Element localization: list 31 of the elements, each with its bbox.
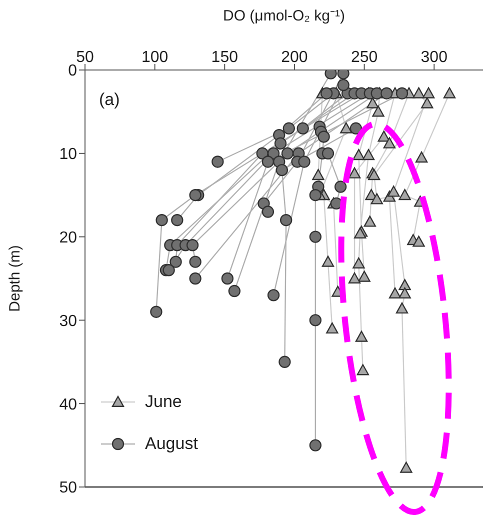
x-axis-title: DO (μmol-O₂ kg⁻¹) xyxy=(223,8,345,25)
y-tick-label: 30 xyxy=(59,312,78,330)
x-tick-label: 250 xyxy=(350,49,378,66)
point xyxy=(162,264,175,276)
legend-label: June xyxy=(145,392,182,412)
point xyxy=(150,306,162,318)
legend-label: August xyxy=(145,434,198,454)
point xyxy=(396,302,408,314)
point xyxy=(156,214,168,226)
x-tick-label: 150 xyxy=(211,49,238,66)
point xyxy=(186,239,199,252)
point xyxy=(189,272,202,285)
point xyxy=(221,272,234,285)
point xyxy=(400,462,412,473)
x-tick-label: 300 xyxy=(420,49,448,66)
annotation: (a) xyxy=(99,90,120,110)
point xyxy=(309,439,322,452)
y-tick-label: 0 xyxy=(68,62,78,80)
y-axis-title: Depth (m) xyxy=(6,245,24,312)
x-tick-label: 200 xyxy=(281,49,308,66)
y-tick-label: 40 xyxy=(59,396,78,414)
point xyxy=(170,256,182,268)
point xyxy=(171,214,184,226)
y-tick-label: 50 xyxy=(59,480,78,497)
x-tick-label: 100 xyxy=(141,49,168,66)
point xyxy=(443,87,456,98)
point xyxy=(422,87,435,98)
point xyxy=(189,256,202,268)
y-tick-label: 10 xyxy=(59,146,78,164)
x-tick-label: 50 xyxy=(76,49,94,66)
y-tick-label: 20 xyxy=(59,229,78,246)
